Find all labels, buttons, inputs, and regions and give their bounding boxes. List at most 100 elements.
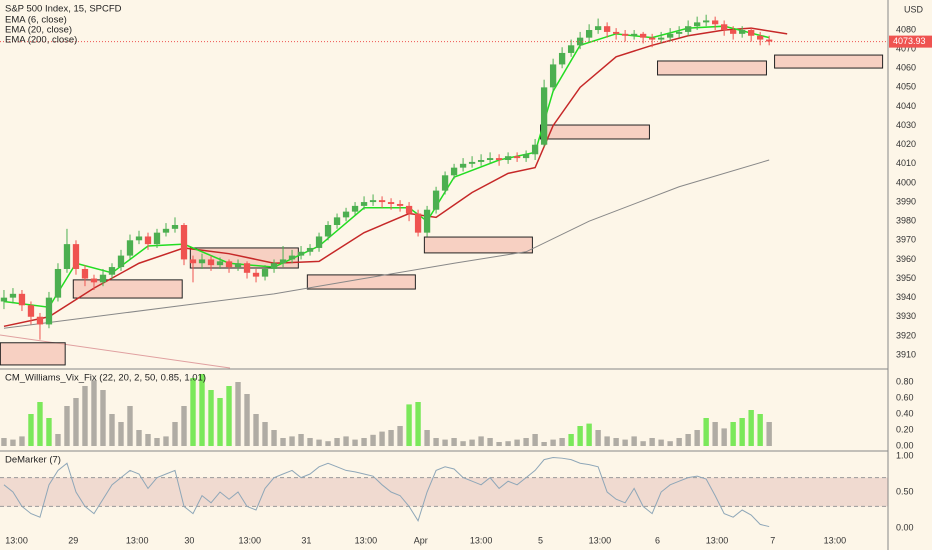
y-tick-label: 0.00: [896, 440, 914, 450]
candle-body: [576, 37, 584, 46]
candle-body: [279, 259, 287, 264]
candle-body: [225, 261, 233, 268]
candle-body: [432, 190, 440, 210]
zone-box: [0, 342, 66, 366]
vix-bar: [280, 438, 286, 446]
vix-bar: [586, 423, 592, 446]
candle-body: [207, 259, 215, 266]
x-tick-label: 5: [538, 535, 543, 545]
candle-body: [288, 255, 296, 260]
candle-body: [594, 26, 602, 31]
candle-body: [540, 87, 548, 145]
candle-body: [531, 144, 539, 155]
candle-body: [766, 39, 773, 42]
y-tick-label: 3940: [896, 292, 916, 302]
vix-bar: [352, 439, 358, 446]
y-tick-label: 3990: [896, 196, 916, 206]
y-tick-label: 0.20: [896, 424, 914, 434]
vix-bar: [388, 430, 394, 446]
y-tick-label: 1.00: [896, 450, 914, 460]
candle-body: [504, 156, 512, 161]
vix-bar: [694, 430, 700, 446]
vix-bar: [1, 438, 7, 446]
candle-body: [261, 268, 269, 277]
y-tick-label: 3950: [896, 273, 916, 283]
vix-bar: [478, 436, 484, 446]
vix-bar: [235, 382, 241, 446]
candle-body: [730, 30, 737, 34]
x-tick-label: 30: [184, 535, 194, 545]
vix-bar: [676, 438, 682, 446]
vix-bar: [469, 439, 475, 446]
vix-bar: [613, 438, 619, 446]
candle-body: [603, 26, 611, 32]
candle-body: [117, 255, 125, 268]
candle-body: [108, 267, 116, 275]
candle-body: [675, 31, 683, 34]
y-tick-label: 4030: [896, 120, 916, 130]
y-tick-label: 3970: [896, 235, 916, 245]
candle-body: [567, 45, 575, 53]
candle-body: [0, 297, 8, 302]
candle-body: [135, 236, 143, 241]
candle-body: [757, 35, 764, 40]
band-fill: [0, 477, 888, 507]
candle-body: [72, 244, 80, 269]
vix-bar: [640, 441, 646, 446]
y-tick-label: 0.50: [896, 486, 914, 496]
legend-entry: EMA (6, close): [5, 15, 67, 26]
vix-bar: [334, 438, 340, 446]
x-tick-label: Apr: [414, 535, 428, 545]
candle-body: [315, 236, 323, 248]
candle-body: [252, 272, 260, 277]
vix-bar: [604, 436, 610, 446]
candle-body: [396, 203, 404, 206]
vix-bar: [91, 380, 97, 446]
candle-body: [657, 37, 665, 40]
candle-body: [18, 293, 26, 306]
y-tick-label: 3920: [896, 330, 916, 340]
candle-body: [180, 225, 188, 260]
vix-bar: [127, 406, 133, 446]
vix-bar: [118, 422, 124, 446]
vix-bar: [379, 431, 385, 446]
currency-label: USD: [904, 4, 924, 14]
y-tick-label: 4070: [896, 44, 916, 54]
vix-bar: [424, 430, 430, 446]
candle-body: [36, 316, 44, 325]
vix-bar: [46, 418, 52, 446]
candle-body: [198, 259, 206, 264]
zone-box: [657, 60, 767, 76]
zone-box: [72, 279, 183, 299]
vix-bar: [253, 414, 259, 446]
x-tick-label: 13:00: [824, 535, 847, 545]
x-tick-label: 13:00: [470, 535, 493, 545]
zone-box: [423, 236, 533, 254]
x-tick-label: 13:00: [589, 535, 612, 545]
vix-bar: [64, 406, 70, 446]
vix-bar: [316, 439, 322, 446]
candle-body: [748, 30, 755, 36]
x-tick-label: 7: [770, 535, 775, 545]
candle-body: [27, 305, 35, 317]
vix-bar: [244, 394, 250, 446]
vix-bar: [136, 430, 142, 446]
vix-bar: [289, 436, 295, 446]
y-tick-label: 4050: [896, 82, 916, 92]
vix-bar: [415, 402, 421, 446]
candle-body: [513, 156, 521, 159]
candle-body: [126, 240, 134, 256]
candle-body: [739, 30, 746, 34]
candle-body: [684, 26, 692, 32]
vix-bar: [505, 441, 511, 446]
vix-bar: [298, 434, 304, 446]
y-tick-label: 0.60: [896, 392, 914, 402]
candle-body: [171, 225, 179, 229]
last-price-label: 4073.93: [893, 36, 926, 46]
candle-body: [153, 232, 161, 245]
candle-body: [450, 167, 458, 176]
candle-body: [234, 263, 242, 268]
vix-bar: [523, 438, 529, 446]
vix-bar: [307, 438, 313, 446]
vix-bar: [10, 439, 16, 446]
